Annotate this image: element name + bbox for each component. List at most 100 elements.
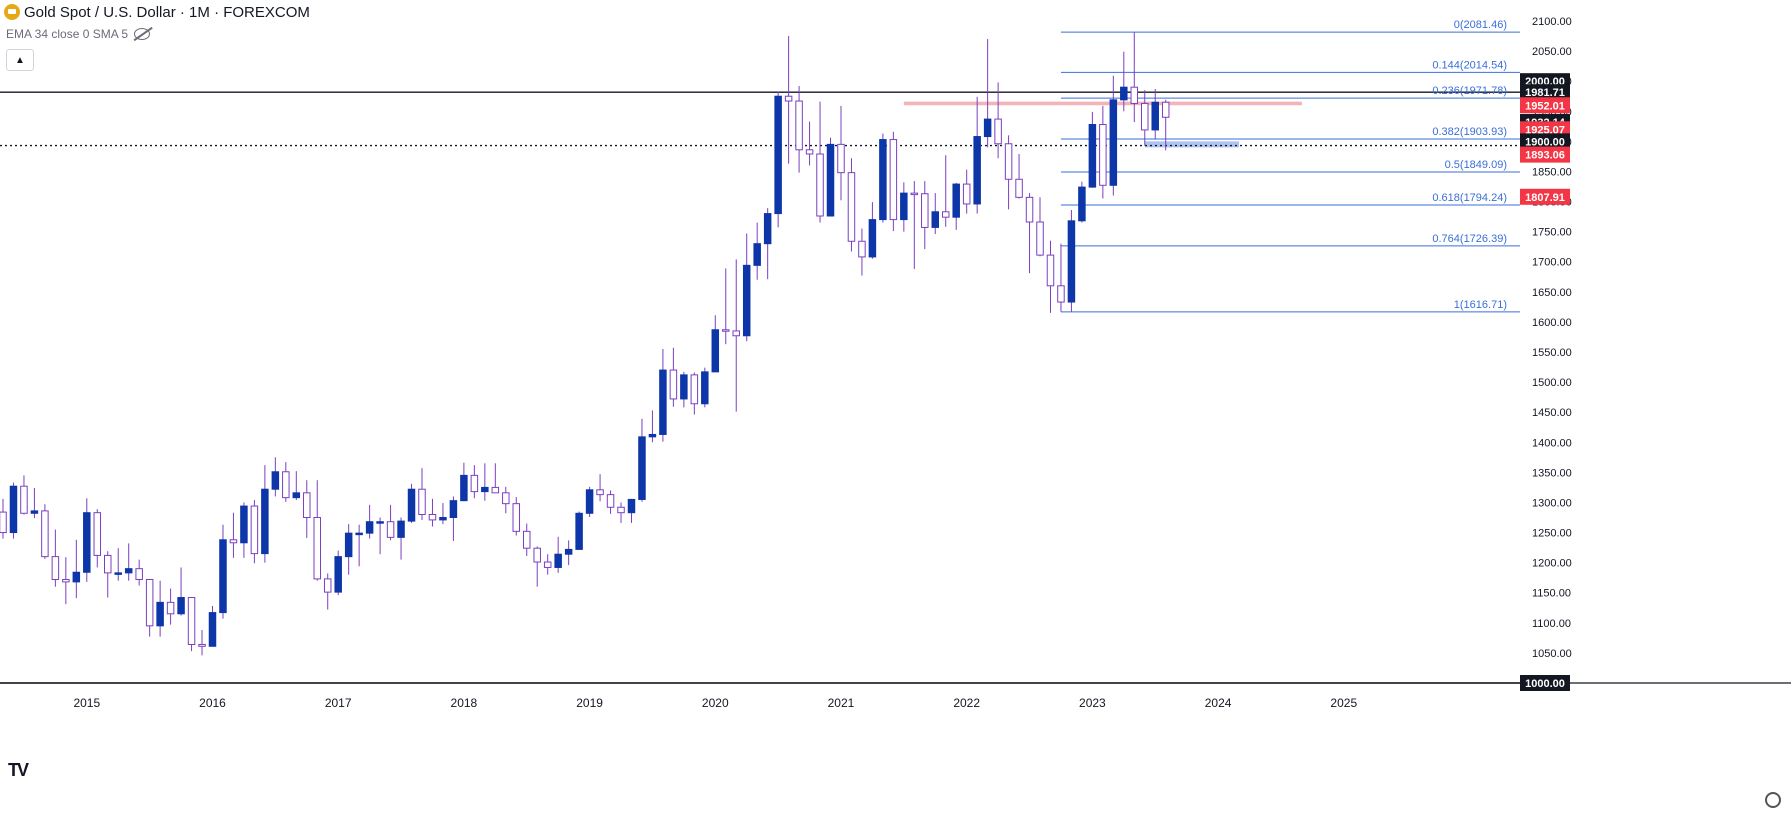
fib-level-label: 0.5(1849.09) (1445, 159, 1507, 171)
y-tick-label: 1750.00 (1532, 227, 1572, 239)
y-tick-label: 1450.00 (1532, 407, 1572, 419)
indicator-legend[interactable]: EMA 34 close 0 SMA 5 (6, 27, 151, 41)
x-tick-label: 2017 (325, 696, 352, 710)
candle-body (1120, 86, 1128, 101)
y-tick-label: 1500.00 (1532, 377, 1572, 389)
x-tick-label: 2021 (828, 696, 855, 710)
candle-body (72, 571, 81, 583)
zone-rect (903, 101, 1302, 106)
candle-body (606, 494, 615, 508)
candle-body (952, 183, 960, 218)
candle-body (742, 264, 751, 337)
candle-body (250, 505, 259, 555)
price-badge-label: 1900.00 (1525, 136, 1565, 148)
price-badge-label: 1952.01 (1525, 100, 1565, 112)
candle-body (564, 548, 573, 555)
candle-body (900, 192, 908, 221)
candle-body (502, 492, 510, 505)
candle-body (114, 572, 122, 575)
y-tick-label: 1300.00 (1532, 497, 1572, 509)
candle-body (816, 153, 824, 217)
y-tick-label: 1550.00 (1532, 347, 1572, 359)
x-tick-label: 2020 (702, 696, 729, 710)
candle-body (135, 568, 143, 580)
candle-body (732, 330, 740, 337)
candle-body (795, 100, 803, 151)
price-badge (1520, 188, 1570, 205)
price-badge (1520, 84, 1570, 101)
y-tick-label: 1850.00 (1532, 166, 1572, 178)
candle-body (627, 498, 636, 514)
x-tick-label: 2019 (576, 696, 603, 710)
candle-body (1151, 101, 1159, 131)
candle-body (994, 118, 1002, 145)
candle-body (1161, 101, 1170, 118)
candle-body (407, 488, 416, 522)
candle-body (124, 568, 133, 574)
candle-body (156, 601, 164, 627)
candle-body (240, 505, 248, 544)
price-badge-label: 1000.00 (1525, 678, 1565, 690)
candle-body (1088, 124, 1097, 188)
candle-body (753, 243, 761, 266)
candle-body (166, 601, 175, 615)
y-tick-label: 1100.00 (1532, 618, 1571, 630)
time-axis: 2015 2016 2017 2018 2019 2020 2021 2022 2023 2024… (0, 682, 1791, 710)
y-tick-label: 2100.00 (1532, 16, 1572, 28)
candle-body (271, 471, 280, 490)
collapse-legend-button[interactable]: ▲ (6, 49, 34, 71)
candle-body (554, 553, 562, 568)
candle-body (962, 183, 971, 205)
candle-body (1004, 143, 1013, 180)
fib-level-label: 0.764(1726.39) (1432, 233, 1507, 245)
tradingview-logo-icon[interactable]: TV (8, 760, 29, 780)
y-tick-label: 1400.00 (1532, 437, 1572, 449)
candle-body (292, 492, 301, 499)
candle-body (313, 517, 321, 580)
fib-level-label: 0.236(1971.78) (1432, 85, 1507, 97)
candle-body (585, 489, 594, 514)
candles-layer (0, 32, 1170, 656)
x-tick-label: 2025 (1330, 696, 1357, 710)
candle-body (418, 488, 426, 515)
candle-body (941, 211, 950, 218)
candle-body (365, 521, 374, 534)
candle-body (701, 371, 709, 405)
price-badge-label: 1893.06 (1525, 150, 1565, 162)
candle-body (1025, 196, 1034, 223)
zone-rect (1144, 141, 1240, 148)
candle-body (638, 436, 646, 500)
gear-icon[interactable] (1765, 792, 1781, 808)
candle-body (868, 219, 877, 258)
zones-layer (903, 101, 1302, 148)
price-badge-label: 1807.91 (1525, 192, 1565, 204)
chart-title[interactable]: Gold Spot / U.S. Dollar · 1M · FOREXCOM (24, 3, 310, 21)
candle-body (533, 547, 541, 563)
candle-body (323, 578, 332, 593)
fib-level-label: 0(2081.46) (1454, 19, 1507, 31)
candle-body (386, 521, 395, 538)
candle-body (187, 597, 196, 645)
candle-body (428, 513, 437, 521)
x-tick-label: 2016 (199, 696, 226, 710)
candle-body (177, 597, 185, 615)
x-tick-label: 2022 (953, 696, 980, 710)
eye-crossed-icon[interactable] (134, 28, 151, 40)
candle-body (805, 149, 814, 155)
y-tick-label: 1050.00 (1532, 648, 1572, 660)
candle-body (9, 485, 18, 534)
candle-body (722, 329, 730, 332)
candle-body (522, 530, 531, 549)
candle-body (491, 486, 500, 494)
candle-body (711, 329, 720, 373)
fib-level-label: 0.382(1903.93) (1432, 126, 1507, 138)
x-tick-label: 2024 (1205, 696, 1232, 710)
indicator-label[interactable]: EMA 34 close 0 SMA 5 (6, 27, 129, 41)
candle-body (543, 561, 552, 568)
candle-body (983, 118, 992, 138)
y-tick-label: 1350.00 (1532, 467, 1572, 479)
candle-body (1099, 124, 1107, 186)
candle-body (439, 517, 447, 521)
price-badges-layer: 2000.001981.711952.011932.141925.071900.… (1520, 73, 1570, 691)
